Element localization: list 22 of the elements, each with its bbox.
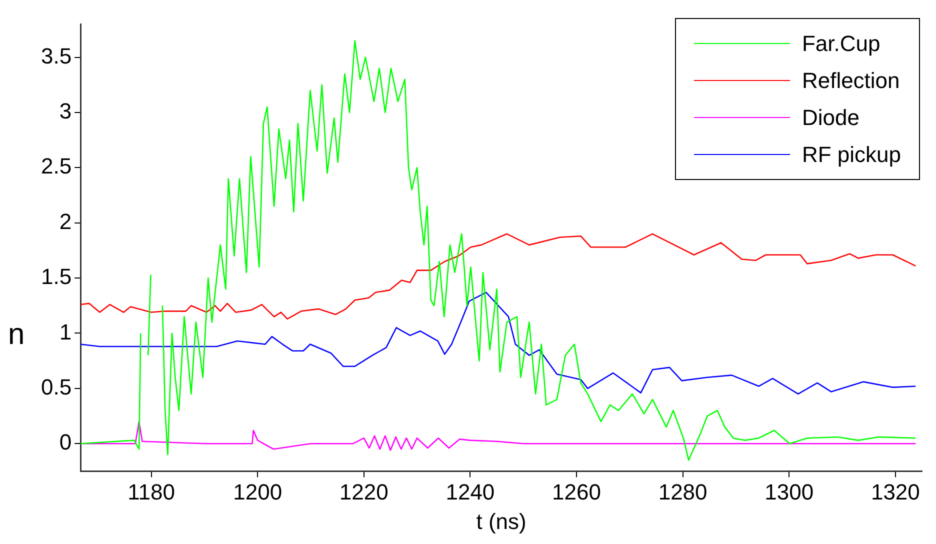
x-tick-label: 1240 <box>446 479 495 504</box>
y-tick-label: 0.5 <box>40 374 72 400</box>
x-axis-title: t (ns) <box>476 508 526 534</box>
y-tick-label: 3 <box>59 98 72 124</box>
legend-label: Reflection <box>802 68 900 94</box>
x-tick-label: 1220 <box>339 479 388 504</box>
x-tick-label: 1280 <box>658 479 708 504</box>
x-tick-label: 1200 <box>233 479 282 504</box>
y-tick-label: 1.5 <box>40 264 72 290</box>
legend-label: RF pickup <box>802 142 901 168</box>
y-tick-label: 3.5 <box>40 43 72 68</box>
legend-label: Diode <box>802 104 860 130</box>
y-tick-label: 2 <box>59 208 72 234</box>
x-tick-label: 1300 <box>764 479 814 504</box>
y-tick-label: 0 <box>59 430 72 455</box>
legend-label: Far.Cup <box>802 30 880 56</box>
y-tick-label: 1 <box>59 319 72 344</box>
x-tick-label: 1180 <box>128 479 175 504</box>
x-tick-label: 1260 <box>552 479 601 504</box>
x-tick-label: 1320 <box>870 479 920 504</box>
y-axis-title: n <box>8 318 25 352</box>
y-tick-label: 2.5 <box>40 154 72 179</box>
